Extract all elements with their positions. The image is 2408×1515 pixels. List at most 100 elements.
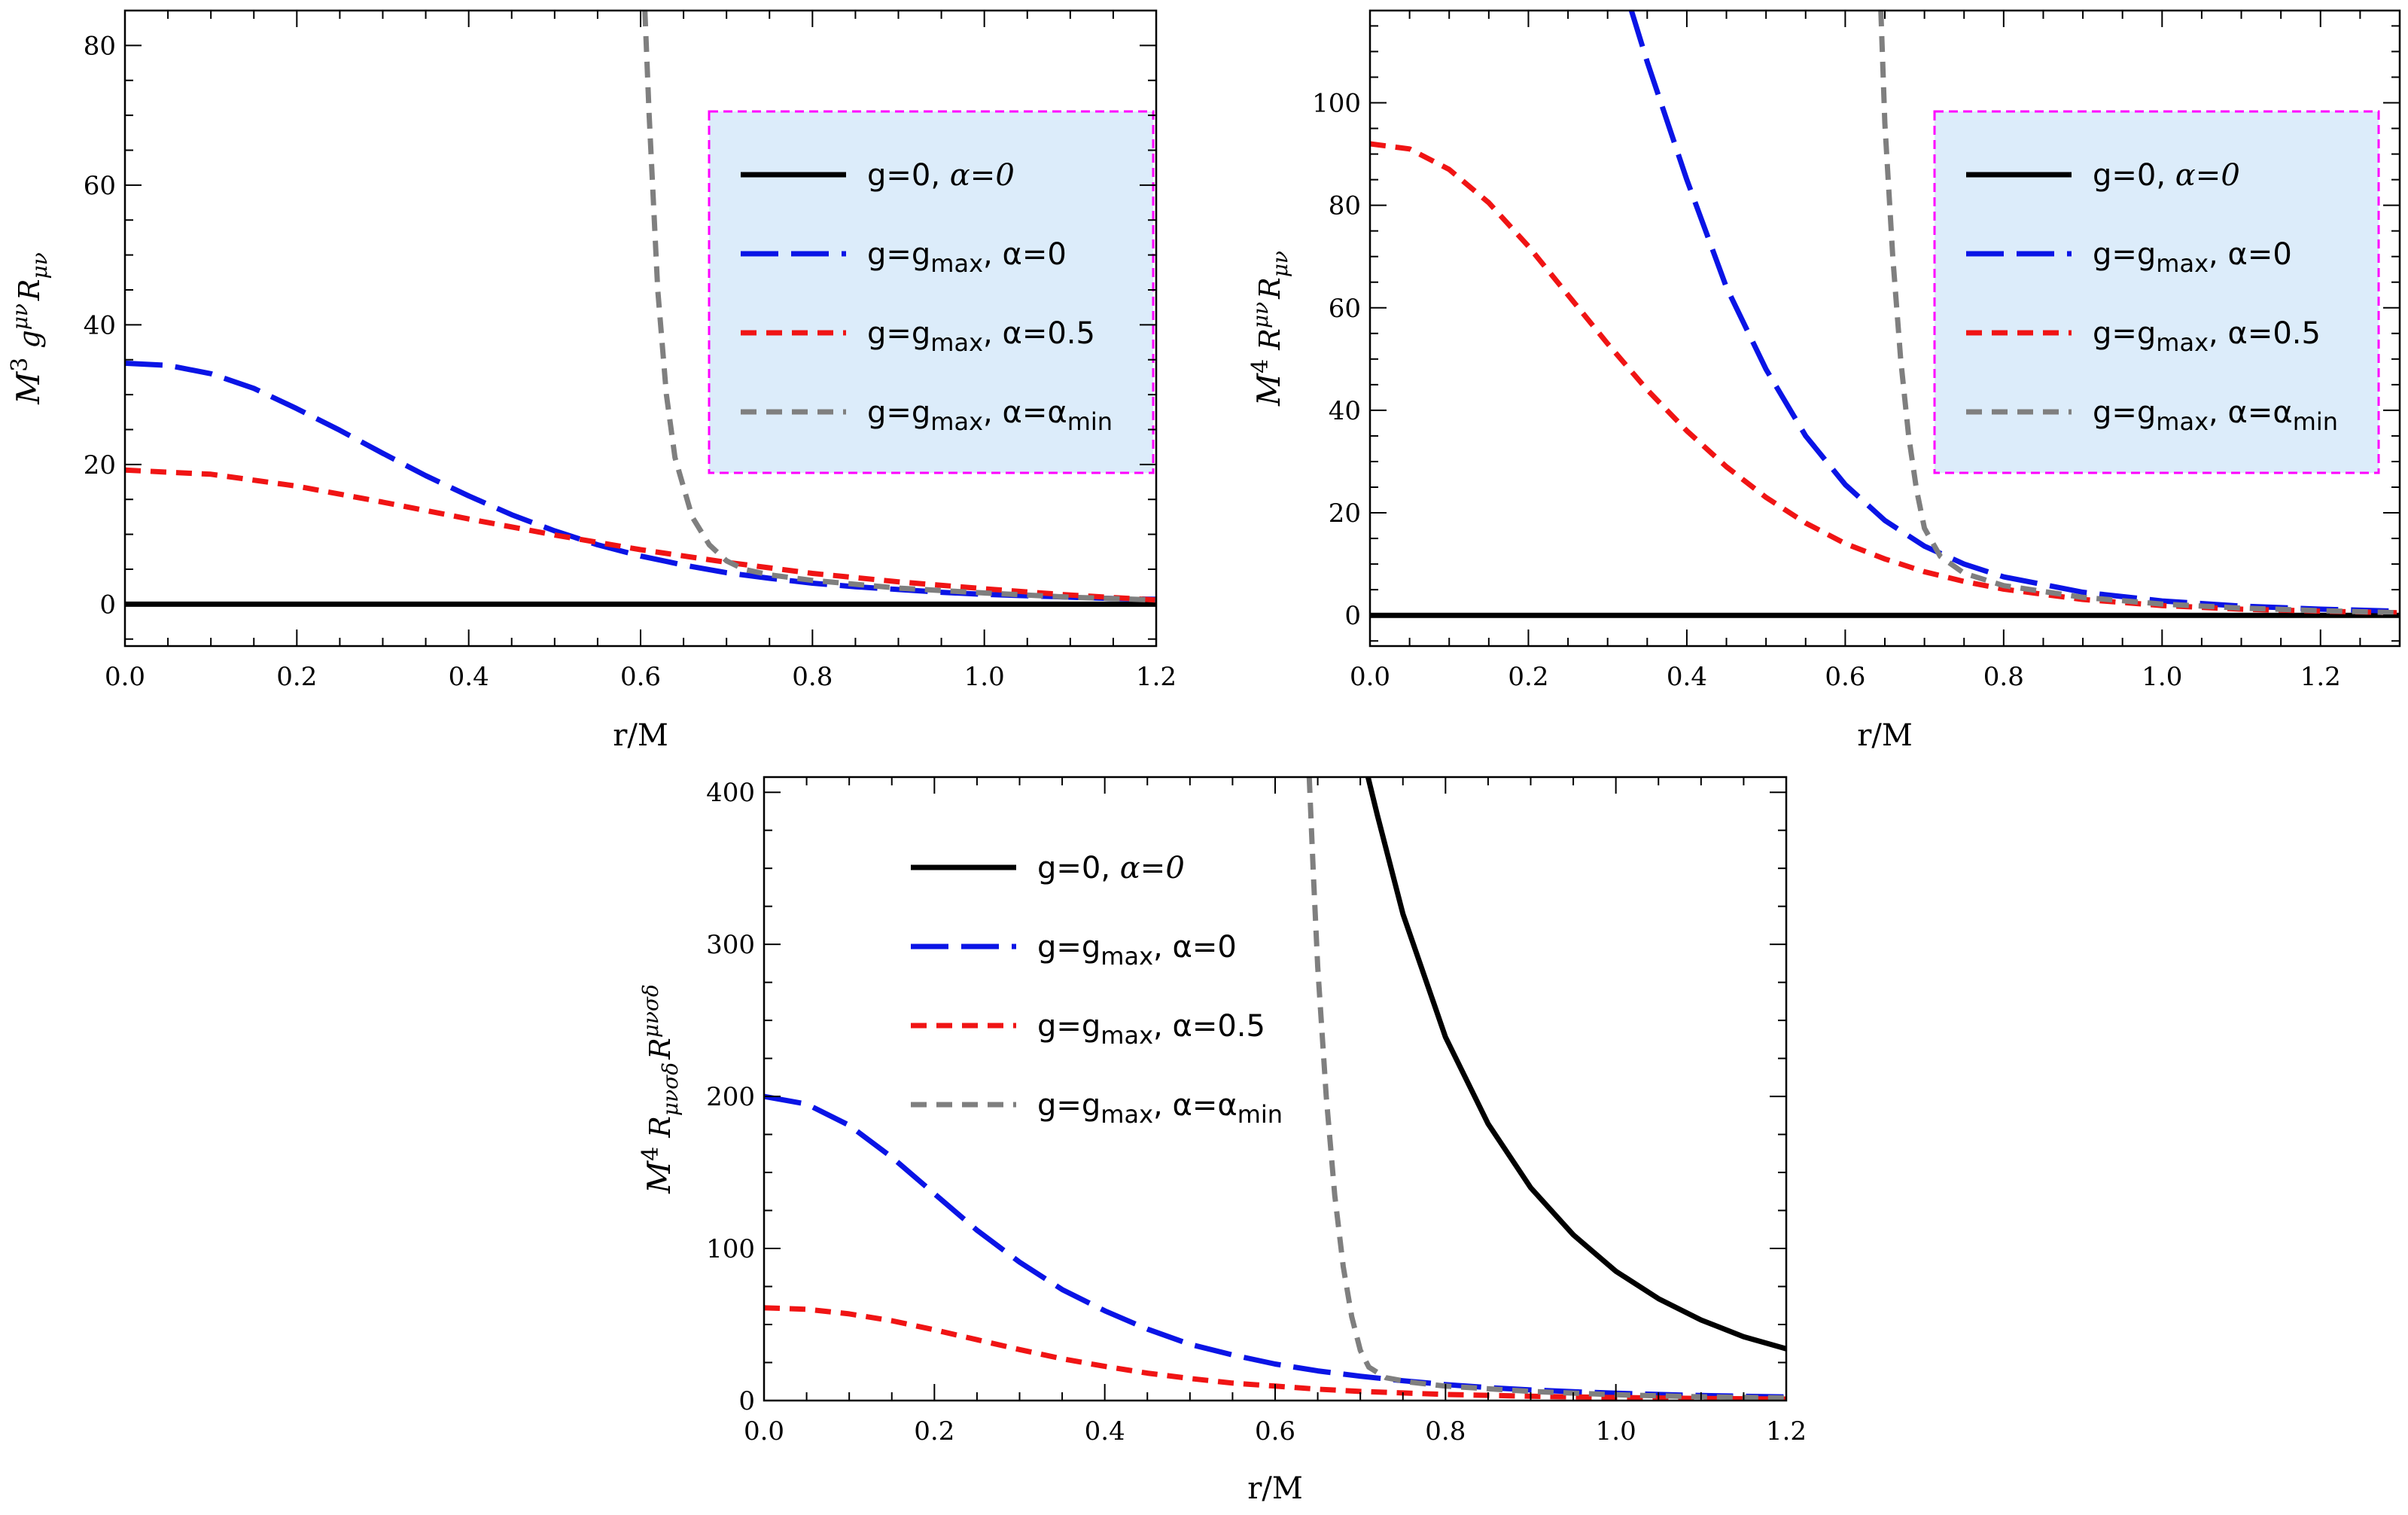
ylabel-superscript: μνσδ (638, 984, 663, 1038)
y-tick-label: 400 (706, 778, 755, 808)
x-tick-label: 0.6 (620, 662, 661, 692)
legend-label-1: g=0, α=0 (2093, 158, 2240, 193)
x-axis-label: r/M (613, 718, 668, 753)
legend-text-subscript-min: min (1067, 407, 1113, 436)
legend-text-prefix: g=g (2093, 395, 2156, 430)
plot-area (125, 11, 1156, 607)
series-line-4 (1878, 11, 2400, 616)
legend-text-prefix: g=g (2093, 316, 2156, 351)
ylabel-subscript: μν (1268, 251, 1292, 277)
legend-text-middle: , α=0 (983, 237, 1067, 272)
x-tick-label: 0.0 (105, 662, 145, 692)
y-tick-label: 200 (706, 1082, 755, 1112)
x-tick-label: 0.8 (1983, 662, 2024, 692)
x-axis-label: r/M (1247, 1471, 1303, 1506)
legend-label-4: g=gmax, α=αmin (2093, 395, 2338, 436)
legend-text-middle: , α=α (2209, 395, 2293, 430)
y-axis-label: M4 RμνσδRμνσδ (638, 984, 683, 1194)
panel-kretschmann: 0.0 0.2 0.4 0.6 0.8 1.0 1.2 0 100 200 300 400 r/M M4 … (638, 776, 1807, 1506)
legend-text-subscript: max (930, 328, 983, 357)
legend-text-middle: , α=α (1153, 1088, 1237, 1123)
y-axis-label: M4 RμνRμν (1247, 251, 1292, 407)
x-tick-label: 0.6 (1825, 662, 1865, 692)
x-tick-label: 0.8 (792, 662, 833, 692)
x-tick-label: 0.4 (1085, 1416, 1125, 1446)
ylabel-body: R (644, 1116, 677, 1147)
legend-label-1: g=0, α=0 (867, 158, 1015, 193)
ylabel-exponent: 3 (7, 358, 33, 372)
legend-label-3: g=gmax, α=0.5 (867, 316, 1095, 357)
plot-area (1370, 11, 2400, 618)
ylabel-exponent: 4 (1247, 359, 1274, 373)
ylabel-base: M (641, 1160, 677, 1194)
legend-text-prefix: g=g (867, 237, 930, 272)
legend-text-middle: , α=0.5 (1153, 1009, 1265, 1044)
legend-text-prefix: g=g (1037, 930, 1100, 965)
legend-text-prefix: g=g (867, 395, 930, 430)
panel-ricci-squared: 0.0 0.2 0.4 0.6 0.8 1.0 1.2 0 20 40 60 80 100 r/M M4 R… (1247, 9, 2401, 753)
x-axis-label: r/M (1857, 718, 1913, 753)
y-tick-label: 0 (99, 590, 116, 620)
ylabel-tail: R (13, 279, 46, 301)
x-tick-label: 0.6 (1255, 1416, 1295, 1446)
x-tick-label: 0.4 (449, 662, 489, 692)
ylabel-subscript: μνσδ (658, 1062, 683, 1116)
ylabel-tail: R (644, 1038, 677, 1060)
legend-text-prefix: g=0, (867, 158, 950, 193)
ylabel-body: R (1253, 328, 1286, 359)
ylabel-subscript: μν (27, 252, 52, 279)
legend-text-subscript: max (1100, 1100, 1153, 1129)
x-tick-label: 0.8 (1425, 1416, 1466, 1446)
legend-text-prefix: g=g (1037, 1009, 1100, 1044)
legend-text-subscript: max (2156, 249, 2209, 278)
legend-text-middle: , α=0 (2209, 237, 2292, 272)
x-tick-label: 0.2 (1508, 662, 1548, 692)
legend-text-middle: , α=0.5 (2209, 316, 2321, 351)
series-line-3 (1370, 141, 2400, 616)
series-line-3 (125, 467, 1156, 603)
ylabel-superscript: μν (8, 303, 32, 330)
legend-text-alpha: α=0 (950, 158, 1015, 193)
legend-text-subscript: max (930, 249, 983, 278)
legend-label-2: g=gmax, α=0 (1037, 930, 1237, 971)
legend-text-prefix: g=0, (1037, 851, 1120, 886)
legend-text-subscript: max (2156, 328, 2209, 357)
series-line-4 (642, 11, 1156, 603)
y-tick-label: 300 (706, 930, 755, 960)
legend-text-middle: , α=0 (1153, 930, 1237, 965)
legend-label-1: g=0, α=0 (1037, 851, 1185, 886)
x-tick-label: 1.0 (964, 662, 1005, 692)
y-tick-label: 40 (1329, 396, 1361, 426)
legend-text-alpha: α=0 (2175, 158, 2240, 193)
y-tick-label: 100 (1312, 89, 1361, 119)
legend-text-subscript: max (930, 407, 983, 436)
y-tick-label: 80 (84, 31, 116, 61)
y-tick-label: 60 (1329, 294, 1361, 324)
legend-text-prefix: g=g (867, 316, 930, 351)
series-line-1 (1365, 777, 1786, 1352)
legend-text-prefix: g=0, (2093, 158, 2175, 193)
legend-box (1933, 110, 2380, 474)
legend-text-subscript-min: min (2293, 407, 2338, 436)
ylabel-base: M (10, 371, 47, 405)
x-tick-label: 1.0 (1596, 1416, 1636, 1446)
legend-text-subscript: max (1100, 942, 1153, 971)
x-tick-label: 0.0 (744, 1416, 784, 1446)
x-tick-label: 0.4 (1667, 662, 1707, 692)
x-tick-label: 1.2 (1766, 1416, 1807, 1446)
legend-text-alpha: α=0 (1120, 851, 1185, 886)
legend-label-3: g=gmax, α=0.5 (1037, 1009, 1265, 1050)
legend-label-4: g=gmax, α=αmin (1037, 1088, 1283, 1129)
y-tick-label: 40 (84, 310, 116, 340)
y-tick-label: 0 (1344, 601, 1361, 631)
legend-label-4: g=gmax, α=αmin (867, 395, 1113, 436)
legend-label-2: g=gmax, α=0 (2093, 237, 2292, 278)
ylabel-superscript: μν (1248, 302, 1273, 328)
y-tick-label: 20 (84, 450, 116, 480)
ylabel-body: g (13, 330, 46, 357)
y-tick-label: 20 (1329, 498, 1361, 529)
x-tick-label: 0.2 (276, 662, 317, 692)
legend-text-middle: , α=0.5 (983, 316, 1095, 351)
